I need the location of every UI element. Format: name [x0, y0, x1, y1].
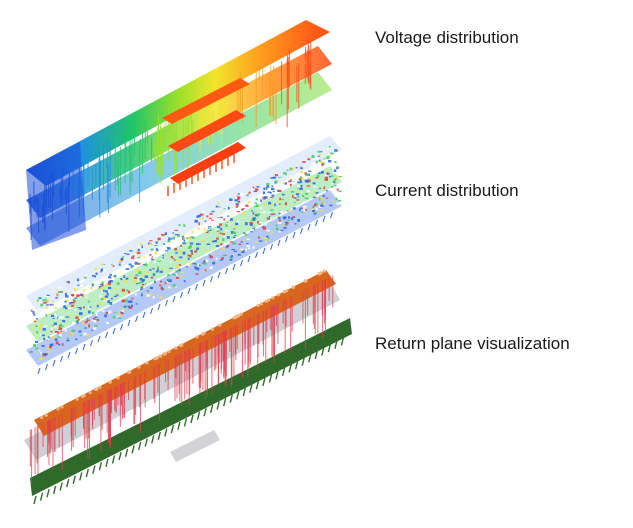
- return-vias: [29, 269, 334, 484]
- current-pins: [37, 211, 333, 375]
- current-distribution-render: [26, 136, 342, 375]
- current-speckles: [29, 145, 342, 360]
- return-green-plane: [30, 318, 352, 496]
- voltage-layer-bottom: [26, 72, 332, 246]
- voltage-left-block: [26, 142, 86, 250]
- caption-return-plane-visualization: Return plane visualization: [375, 334, 570, 353]
- caption-current-distribution: Current distribution: [375, 181, 519, 200]
- voltage-hotspot: [162, 78, 250, 184]
- current-layer-bottom: [26, 190, 342, 366]
- voltage-distribution-render: [26, 20, 332, 250]
- return-pins: [33, 337, 345, 505]
- caption-voltage-distribution: Voltage distribution: [375, 28, 519, 47]
- return-plane-render: [24, 269, 352, 505]
- voltage-layer-top: [26, 20, 330, 186]
- return-connector: [170, 430, 220, 462]
- voltage-layer-middle: [26, 46, 332, 218]
